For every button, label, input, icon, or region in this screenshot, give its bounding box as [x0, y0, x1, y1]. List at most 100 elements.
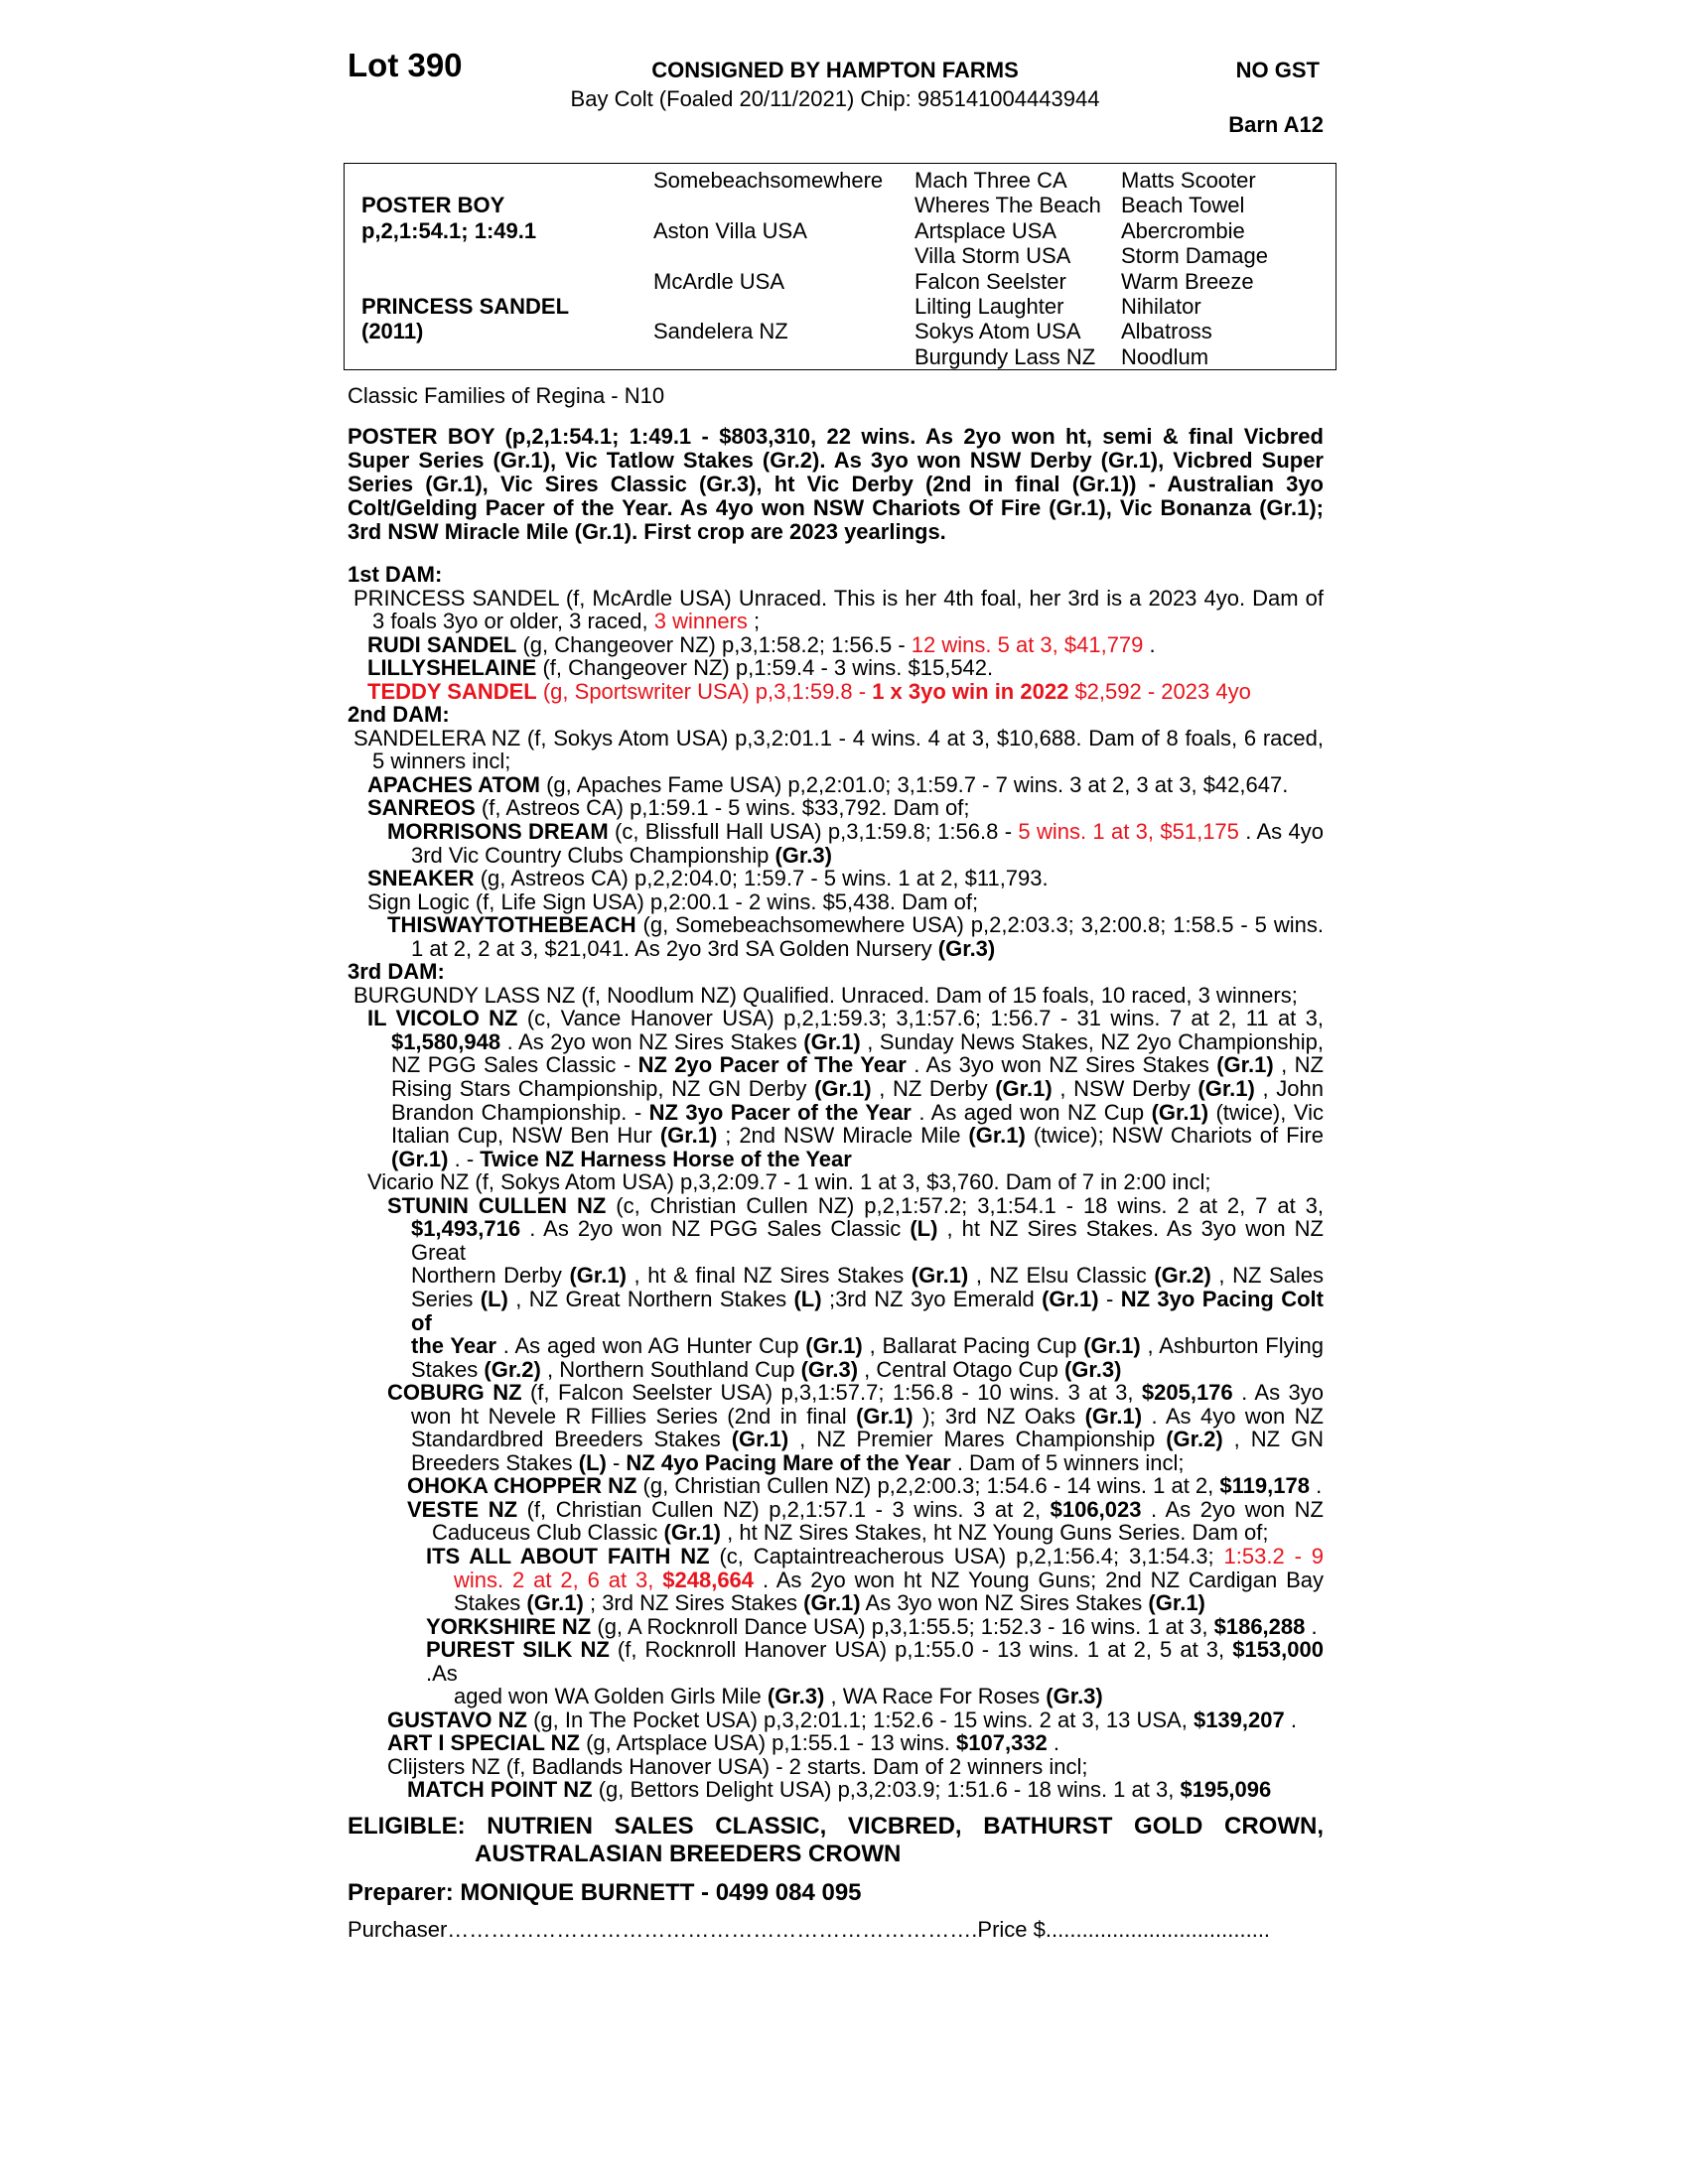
text-run: $139,207 — [1193, 1706, 1285, 1732]
text-run: . As 3yo — [1241, 1380, 1324, 1406]
entry-line: VESTE NZ (f, Christian Cullen NZ) p,2,1:… — [407, 1498, 1324, 1522]
entry-line: Brandon Championship. - NZ 3yo Pacer of … — [391, 1099, 1324, 1125]
text-run: (g, Changeover NZ) p,3,1:58.2; 1:56.5 - — [522, 631, 912, 657]
text-run: BURGUNDY LASS NZ (f, Noodlum NZ) Qualifi… — [353, 982, 1298, 1008]
text-run: , ht NZ Sires Stakes, ht NZ Young Guns S… — [727, 1520, 1269, 1546]
entry-line: aged won WA Golden Girls Mile (Gr.3) , W… — [454, 1685, 1324, 1708]
progeny-entry: PRINCESS SANDEL (f, McArdle USA) Unraced… — [0, 586, 1324, 634]
text-run: Stakes — [454, 1590, 527, 1616]
pedigree-gen4: Storm Damage — [1121, 243, 1268, 269]
purchaser-label: Purchaser — [348, 1916, 448, 1942]
entry-line: Vicario NZ (f, Sokys Atom USA) p,3,2:09.… — [367, 1170, 1324, 1194]
dam-heading: 2nd DAM: — [0, 703, 1324, 727]
text-run: (Gr.3) — [1046, 1684, 1103, 1709]
text-run: (g, Artsplace USA) p,1:55.1 - 13 wins. — [586, 1730, 957, 1756]
purchaser-line: Purchaser……………………………………………………………….Price … — [348, 1917, 1324, 1943]
text-run: (g, Astreos CA) p,2,2:04.0; 1:59.7 - 5 w… — [480, 866, 1049, 891]
entry-line: 1 at 2, 2 at 3, $21,041. As 2yo 3rd SA G… — [411, 935, 1324, 961]
text-run: . As 3yo won NZ Sires Stakes — [914, 1052, 1217, 1078]
progeny-entry: APACHES ATOM (g, Apaches Fame USA) p,2,2… — [0, 773, 1324, 797]
text-run: $2,592 - 2023 4yo — [1074, 678, 1251, 704]
text-run: ; 2nd NSW Miracle Mile — [725, 1123, 969, 1149]
pedigree-gen3: Villa Storm USA — [914, 243, 1071, 269]
text-run: (c, Captaintreacherous USA) p,2,1:56.4; … — [719, 1543, 1224, 1569]
text-run: 5 wins. 1 at 3, $51,175 — [1018, 819, 1239, 845]
entry-line: PUREST SILK NZ (f, Rocknroll Hanover USA… — [426, 1638, 1324, 1685]
dam-heading: 3rd DAM: — [0, 960, 1324, 984]
text-run: 1st DAM: — [348, 562, 443, 587]
pedigree-gen2: Somebeachsomewhere — [653, 168, 884, 193]
text-run: .As — [426, 1660, 458, 1686]
text-run: , Ballarat Pacing Cup — [869, 1333, 1084, 1359]
progeny-entry: ART I SPECIAL NZ (g, Artsplace USA) p,1:… — [0, 1731, 1324, 1755]
text-run: MATCH POINT NZ — [407, 1777, 593, 1803]
text-run: 3rd Vic Country Clubs Championship — [411, 842, 775, 868]
text-run: (f, Rocknroll Hanover USA) p,1:55.0 - 13… — [617, 1637, 1233, 1663]
progeny-entry: MORRISONS DREAM (c, Blissfull Hall USA) … — [0, 820, 1324, 867]
text-run: SNEAKER — [367, 866, 475, 891]
text-run: (g, Sportswriter USA) p,3,1:59.8 - — [542, 678, 873, 704]
text-run: (Gr.1) — [968, 1123, 1026, 1149]
text-run: (Gr.1) — [1151, 1099, 1209, 1125]
progeny-entry: COBURG NZ (f, Falcon Seelster USA) p,3,1… — [0, 1381, 1324, 1474]
text-run: (c, Christian Cullen NZ) p,2,1:57.2; 3,1… — [616, 1192, 1324, 1218]
text-run: OHOKA CHOPPER NZ — [407, 1473, 637, 1499]
text-run: TEDDY SANDEL — [367, 678, 537, 704]
progeny-entry: Clijsters NZ (f, Badlands Hanover USA) -… — [0, 1755, 1324, 1779]
text-run: Colt/Gelding Pacer of the Year. As 4yo w… — [348, 495, 1324, 520]
text-run: 3 foals 3yo or older, 3 raced, — [372, 609, 654, 634]
pedigree-gen3: Falcon Seelster — [914, 268, 1066, 294]
text-run: 5 winners incl; — [372, 749, 511, 774]
text-run: , John — [1262, 1076, 1324, 1102]
text-run: (g, A Rocknroll Dance USA) p,3,1:55.5; 1… — [597, 1613, 1214, 1639]
progeny-entry: THISWAYTOTHEBEACH (g, Somebeachsomewhere… — [0, 913, 1324, 960]
entry-line: $1,580,948 . As 2yo won NZ Sires Stakes … — [391, 1030, 1324, 1054]
text-run: Super Series (Gr.1), Vic Tatlow Stakes (… — [348, 448, 1324, 473]
text-run: . Dam of 5 winners incl; — [956, 1449, 1185, 1475]
text-run: $153,000 — [1232, 1637, 1324, 1663]
text-run: NZ 4yo Pacing Mare of the Year — [626, 1449, 951, 1475]
progeny-entry: Vicario NZ (f, Sokys Atom USA) p,3,2:09.… — [0, 1170, 1324, 1194]
catalogue-body: Classic Families of Regina - N10 POSTER … — [0, 383, 1324, 1943]
text-run: (g, Somebeachsomewhere USA) p,2,2:03.3; … — [642, 912, 1324, 938]
sire-summary-line: Colt/Gelding Pacer of the Year. As 4yo w… — [348, 496, 1324, 520]
pedigree-gen4: Matts Scooter — [1121, 168, 1256, 193]
text-run: $1,580,948 — [391, 1028, 501, 1054]
progeny-entry: LILLYSHELAINE (f, Changeover NZ) p,1:59.… — [0, 656, 1324, 680]
text-run: ); 3rd NZ Oaks — [921, 1403, 1085, 1429]
text-run: . As aged won AG Hunter Cup — [502, 1333, 806, 1359]
text-run: . As aged won NZ Cup — [918, 1099, 1152, 1125]
entry-line: Standardbred Breeders Stakes (Gr.1) , NZ… — [411, 1428, 1324, 1451]
text-run: , NSW Derby — [1059, 1076, 1198, 1102]
text-run: , NZ Great Northern Stakes — [515, 1286, 794, 1311]
text-run: . As 2yo won ht NZ Young Guns; 2nd NZ Ca… — [762, 1567, 1324, 1592]
text-run: As 3yo won NZ Sires Stakes — [865, 1590, 1149, 1616]
text-run: (Gr.1) — [391, 1146, 449, 1171]
text-run: $106,023 — [1050, 1496, 1142, 1522]
entry-line: SNEAKER (g, Astreos CA) p,2,2:04.0; 1:59… — [367, 867, 1324, 890]
text-run: , NZ — [1281, 1052, 1324, 1078]
pedigree-gen2: Aston Villa USA — [653, 217, 807, 243]
text-run: THISWAYTOTHEBEACH — [387, 912, 636, 938]
text-run: (Gr.2) — [1166, 1427, 1223, 1452]
text-run: 3rd NSW Miracle Mile (Gr.1). First crop … — [348, 519, 946, 544]
text-run: (Gr.1) — [1042, 1286, 1099, 1311]
text-run: (g, In The Pocket USA) p,3,2:01.1; 1:52.… — [533, 1706, 1194, 1732]
text-run: . — [1149, 631, 1156, 657]
text-run: (Gr.1) — [911, 1263, 969, 1289]
text-run: COBURG NZ — [387, 1380, 522, 1406]
progeny-entry: PUREST SILK NZ (f, Rocknroll Hanover USA… — [0, 1638, 1324, 1708]
text-run: (f, Changeover NZ) p,1:59.4 - 3 wins. $1… — [542, 655, 994, 681]
text-run: . As 4yo won NZ — [1151, 1403, 1324, 1429]
entry-line: YORKSHIRE NZ (g, A Rocknroll Dance USA) … — [426, 1613, 1324, 1639]
text-run: , ht & final NZ Sires Stakes — [633, 1263, 912, 1289]
entry-line: Stakes (Gr.1) ; 3rd NZ Sires Stakes (Gr.… — [454, 1591, 1324, 1615]
text-run: (twice), Vic — [1215, 1099, 1324, 1125]
price-field: ..................................... — [1045, 1916, 1271, 1942]
text-run: 1 at 2, 2 at 3, $21,041. As 2yo 3rd SA G… — [411, 935, 938, 961]
text-run: . — [1053, 1730, 1060, 1756]
entry-line: Breeders Stakes (L) - NZ 4yo Pacing Mare… — [411, 1451, 1324, 1475]
entry-line: COBURG NZ (f, Falcon Seelster USA) p,3,1… — [387, 1381, 1324, 1405]
text-run: (Gr.2) — [484, 1356, 541, 1382]
gst-status: NO GST — [1235, 58, 1320, 82]
